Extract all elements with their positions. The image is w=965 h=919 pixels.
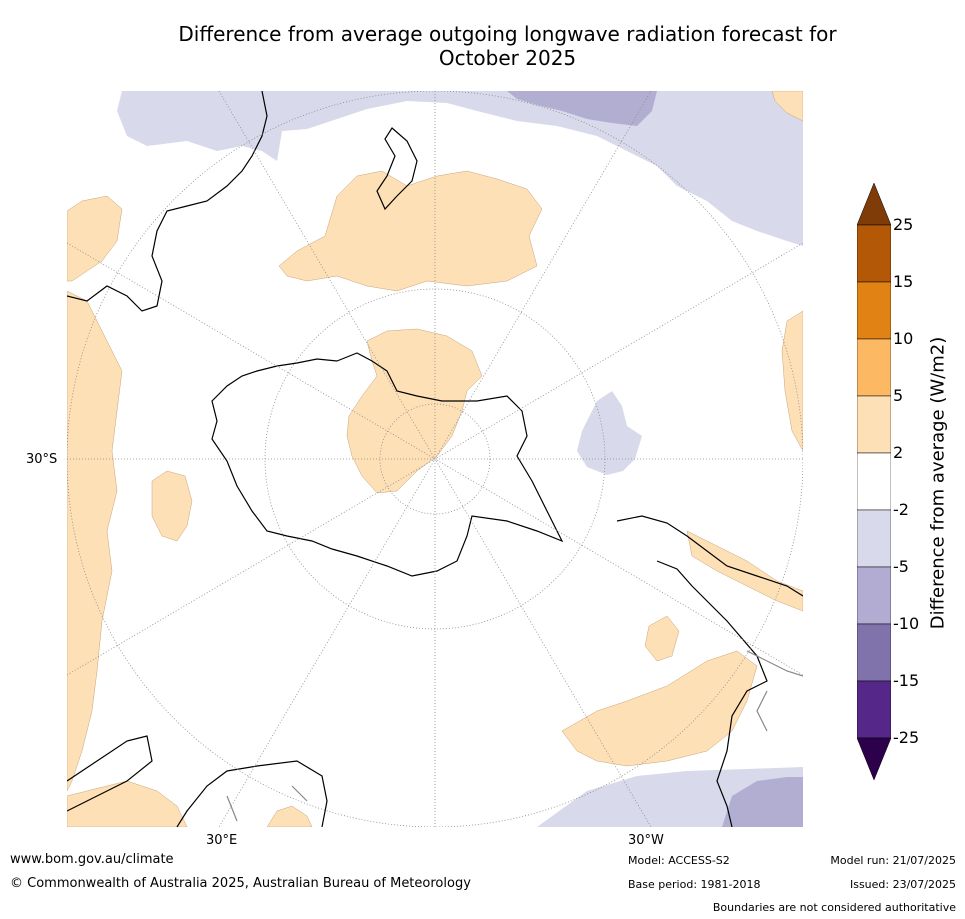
negative-anomaly-east-patch (577, 391, 642, 475)
negative-anomaly-south-dark (722, 777, 803, 827)
positive-anomaly-east-strip (686, 530, 803, 612)
colorbar-band-5 (857, 452, 891, 511)
coastline-south-america (616, 515, 803, 827)
colorbar-tick-neg2: -2 (893, 500, 909, 519)
colorbar-band-8 (857, 623, 891, 682)
colorbar (857, 183, 891, 783)
colorbar-bottom-arrow (857, 737, 891, 781)
polar-map (67, 91, 803, 827)
coastline-new-zealand (376, 127, 418, 211)
negative-anomaly-north-dark (507, 91, 657, 126)
positive-anomaly-pacific (278, 170, 543, 292)
colorbar-band-6 (857, 509, 891, 568)
title-line-1: Difference from average outgoing longwav… (178, 22, 837, 46)
colorbar-band-9 (857, 680, 891, 739)
colorbar-svg (857, 183, 891, 781)
footer-copyright: © Commonwealth of Australia 2025, Austra… (10, 876, 471, 891)
colorbar-band-1 (857, 224, 891, 283)
colorbar-tick-10: 10 (893, 329, 914, 348)
colorbar-tick-neg10: -10 (893, 614, 920, 633)
colorbar-band-2 (857, 281, 891, 340)
footer-website: www.bom.gov.au/climate (10, 852, 174, 867)
colorbar-tick-neg5: -5 (893, 557, 909, 576)
title-line-2: October 2025 (438, 46, 577, 70)
positive-anomaly-south-strip (67, 780, 188, 827)
negative-anomaly-north (117, 91, 803, 246)
footer-base-period: Base period: 1981-2018 (628, 878, 761, 891)
colorbar-tick-2: 2 (893, 443, 904, 462)
positive-anomaly-east-edge (781, 310, 803, 452)
footer-model-run: Model run: 21/07/2025 (830, 854, 956, 867)
footer-issued: Issued: 23/07/2025 (849, 878, 956, 891)
colorbar-top-arrow (857, 183, 891, 226)
colorbar-tick-5: 5 (893, 386, 904, 405)
positive-anomaly-southeast (561, 650, 758, 767)
coastline-antarctica (211, 352, 564, 577)
footer-disclaimer: Boundaries are not considered authoritat… (712, 901, 956, 914)
coastline-australia (67, 91, 268, 312)
colorbar-tick-15: 15 (893, 272, 914, 291)
chart-title: Difference from average outgoing longwav… (150, 22, 865, 70)
graticule (67, 91, 803, 827)
longitude-label-30w: 30°W (628, 833, 664, 848)
positive-anomaly-west-coast (67, 290, 123, 792)
colorbar-band-3 (857, 338, 891, 397)
map-svg (67, 91, 803, 827)
colorbar-tick-neg25: -25 (893, 728, 920, 747)
positive-anomaly-west-islands (151, 470, 193, 542)
coastline-africa (67, 735, 328, 827)
positive-anomaly-northeast-corner (771, 91, 803, 122)
footer-model: Model: ACCESS-S2 (628, 854, 730, 867)
colorbar-tick-25: 25 (893, 215, 914, 234)
latitude-label-30s: 30°S (26, 452, 58, 467)
positive-anomaly-west-upper (67, 195, 123, 282)
positive-anomaly-southeast-small (644, 615, 680, 662)
colorbar-label: Difference from average (W/m2) (927, 336, 949, 630)
positive-anomaly-antarctica (346, 328, 483, 494)
positive-anomaly-south-corner (266, 805, 313, 827)
colorbar-band-7 (857, 566, 891, 625)
boundary-lines (226, 650, 803, 822)
longitude-label-30e: 30°E (206, 833, 238, 848)
colorbar-band-4 (857, 395, 891, 454)
colorbar-tick-neg15: -15 (893, 671, 920, 690)
